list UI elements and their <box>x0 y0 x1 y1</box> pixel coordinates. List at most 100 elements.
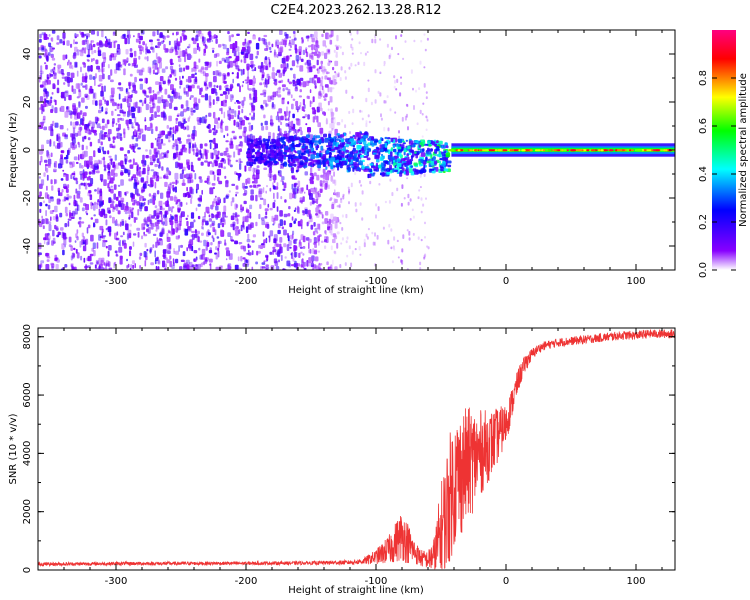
spectrogram-cell <box>170 62 174 65</box>
spectrogram-cell <box>315 213 318 216</box>
spectrogram-cell <box>289 192 293 200</box>
spectrogram-cell <box>235 55 240 62</box>
spectrogram-cell <box>299 77 304 82</box>
spectrogram-cell <box>342 195 345 200</box>
spectrogram-cell <box>87 255 92 262</box>
spectrogram-cell <box>113 41 116 49</box>
spectrogram-cell <box>82 245 87 252</box>
spectrogram-cell <box>330 213 334 219</box>
spectrogram-cell <box>309 55 312 58</box>
spectrogram-cell <box>68 209 71 214</box>
spectrogram-cell <box>200 161 204 166</box>
spectrogram-cell <box>436 146 440 151</box>
spectrogram-cell <box>202 219 205 222</box>
spectrogram-cell <box>46 253 50 258</box>
spectrogram-cell <box>240 224 243 232</box>
spectrogram-cell <box>101 125 105 131</box>
spectrogram-cell <box>135 38 140 43</box>
spectrogram-cell <box>61 76 66 79</box>
spectrogram-cell <box>63 173 67 176</box>
spectrogram-cell <box>295 262 298 270</box>
spectrogram-cell <box>322 168 326 174</box>
spectrogram-cell <box>68 59 70 63</box>
spectrogram-cell <box>234 171 237 175</box>
spectrogram-cell <box>372 152 377 155</box>
spectrogram-cell <box>342 193 345 198</box>
spectrogram-cell <box>103 57 106 63</box>
spectrogram-cell <box>280 115 284 121</box>
spectrogram-cell <box>93 201 97 205</box>
spectrogram-cell <box>211 88 215 94</box>
spectrogram-cell <box>79 110 83 115</box>
spectrogram-cell <box>198 176 202 180</box>
spectrogram-cell <box>96 42 100 46</box>
spectrogram-cell <box>164 217 168 221</box>
spectrogram-cell <box>152 233 157 236</box>
spectrogram-cell <box>320 69 324 72</box>
spectrogram-cell <box>329 39 333 45</box>
spectrogram-cell <box>314 85 317 89</box>
spectrogram-cell <box>129 209 134 213</box>
spectrogram-cell <box>63 82 66 85</box>
spectrogram-cell <box>84 77 88 83</box>
spectrogram-cell <box>399 172 403 177</box>
spectrogram-cell <box>308 66 313 73</box>
spectrogram-cell <box>318 262 321 265</box>
spectrogram-cell <box>270 115 273 122</box>
spectrogram-cell <box>175 250 179 255</box>
spectrogram-cell <box>400 202 403 207</box>
spectrogram-cell <box>356 167 361 171</box>
spectrogram-cell <box>131 126 135 129</box>
spectrogram-cell <box>247 51 250 54</box>
spectrogram-cell <box>181 182 186 186</box>
spectrogram-cell <box>131 93 133 98</box>
spectrogram-cell <box>233 119 236 126</box>
spectrogram-cell <box>258 244 260 249</box>
spectrogram-cell <box>251 124 254 130</box>
spectrogram-cell <box>204 93 208 101</box>
spectrogram-cell <box>93 49 97 54</box>
spectrogram-cell <box>186 125 190 131</box>
spectrogram-cell <box>103 240 106 243</box>
spectrogram-cell <box>309 100 312 108</box>
spectrogram-cell <box>150 46 155 50</box>
spectrogram-cell <box>413 39 416 43</box>
spectrogram-cell <box>254 167 258 173</box>
spectrogram-cell <box>407 145 411 150</box>
spectrogram-cell <box>336 133 340 136</box>
spectrogram-cell <box>99 188 102 194</box>
spectrogram-cell <box>218 117 220 121</box>
spectrogram-cell <box>185 121 188 124</box>
spectrogram-cell <box>553 149 557 152</box>
spectrogram-cell <box>44 233 49 241</box>
spectrogram-cell <box>299 89 302 93</box>
spectrogram-cell <box>70 121 73 126</box>
spectrogram-cell <box>164 48 169 53</box>
spectrogram-cell <box>54 179 58 184</box>
spectrogram-cell <box>351 46 354 51</box>
spectrogram-cell <box>420 210 423 214</box>
spectrogram-cell <box>390 156 395 161</box>
spectrogram-cell <box>221 57 226 62</box>
spectrogram-cell <box>167 94 171 99</box>
spectrogram-cell <box>235 225 238 232</box>
spectrogram-cell <box>208 218 212 222</box>
spectrogram-cell <box>220 229 224 236</box>
spectrogram-cell <box>380 117 383 121</box>
spectrogram-cell <box>254 67 257 72</box>
spectrogram-cell <box>156 105 161 112</box>
spectrogram-cell <box>229 164 233 168</box>
spectrogram-cell <box>326 48 331 55</box>
snr-ytick-label: 4000 <box>22 441 33 466</box>
spectrogram-cell <box>397 256 400 259</box>
spectrogram-cell <box>157 41 162 46</box>
spectrogram-cell <box>132 264 135 269</box>
spectrogram-cell <box>133 64 138 68</box>
spectrogram-cell <box>108 137 111 142</box>
spectrogram-cell <box>81 76 86 83</box>
spectrogram-cell <box>391 260 394 264</box>
spectrogram-cell <box>273 144 276 150</box>
spectrogram-cell <box>158 176 163 179</box>
spectrogram-cell <box>62 54 66 61</box>
spectrogram-cell <box>50 152 53 158</box>
